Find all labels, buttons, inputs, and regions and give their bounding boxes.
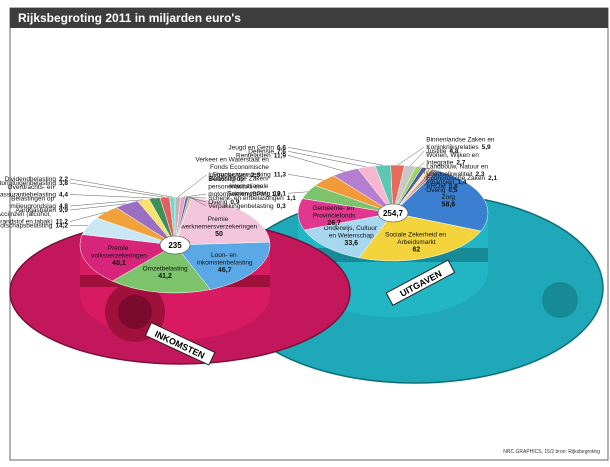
- value-label: 12,1: [273, 190, 286, 197]
- value-label: 11,9: [274, 152, 287, 159]
- chart-title: Rijksbegroting 2011 in miljarden euro's: [18, 11, 241, 25]
- value-label: 0,5: [448, 187, 457, 194]
- value-label: 0,3: [277, 203, 286, 210]
- value-label: 46,7: [218, 267, 232, 274]
- value-label: 41,2: [158, 273, 172, 280]
- slice-label: Vennootschapsbelasting: [0, 223, 53, 230]
- slice-label: Omzetbelasting: [142, 265, 188, 272]
- value-label: 5,9: [482, 144, 491, 151]
- slice-label: Gemeente- en Provinciefonds: [312, 205, 356, 220]
- value-label: 11,3: [274, 171, 287, 178]
- total-label: 254,7: [383, 209, 404, 218]
- value-label: 1,4: [457, 179, 466, 186]
- value-label: 4,4: [59, 192, 68, 199]
- value-label: 62: [413, 246, 421, 253]
- value-label: 14,2: [55, 223, 68, 230]
- chart: Rijksbegroting 2011 in miljarden euro's …: [0, 0, 610, 462]
- slice-label: Overig: [426, 187, 446, 194]
- slice-label: Zorg: [442, 194, 456, 201]
- value-label: 3,8: [59, 180, 68, 187]
- value-label: 2,1: [488, 175, 497, 182]
- slice-label: Onderwijs, Cultuur en Wetenschap: [324, 225, 379, 240]
- value-label: 58,6: [442, 201, 456, 208]
- value-label: 1,1: [287, 195, 296, 202]
- slice-label: Verpakkingenbelasting: [208, 203, 274, 210]
- credit: NRC GRAPHICS, 15/2 bron: Rijksbegroting: [503, 449, 600, 455]
- page: Rijksbegroting 2011 in miljarden euro's …: [0, 0, 610, 467]
- value-label: 26,7: [327, 220, 341, 227]
- value-label: 9,9: [59, 207, 68, 214]
- total-label: 235: [168, 241, 182, 250]
- value-label: 50: [215, 231, 223, 238]
- value-label: 33,6: [344, 240, 358, 247]
- value-label: 40,1: [112, 260, 126, 267]
